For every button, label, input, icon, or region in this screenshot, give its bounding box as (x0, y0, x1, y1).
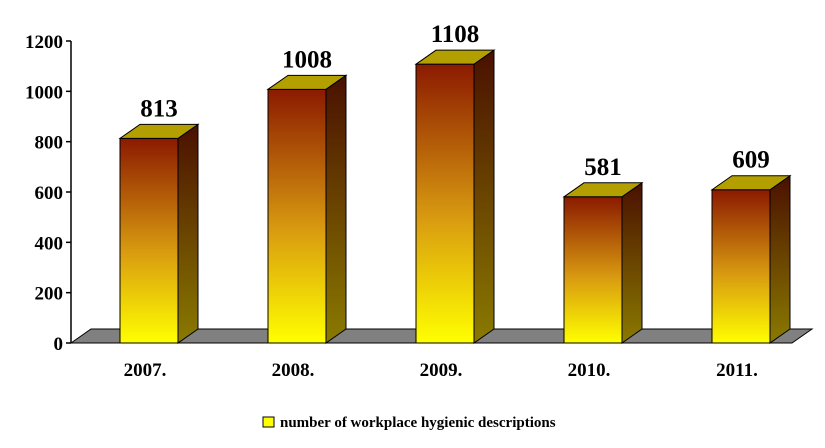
legend-label: number of workplace hygienic description… (280, 415, 556, 431)
data-label: 609 (732, 147, 770, 174)
bar-front (711, 189, 771, 344)
x-tick-label: 2009. (420, 360, 463, 381)
legend-swatch (262, 416, 275, 428)
x-tick-label: 2007. (124, 360, 167, 381)
bar (710, 174, 792, 344)
bar-top (266, 74, 348, 90)
bar (562, 181, 644, 344)
bar-top (710, 175, 792, 191)
data-label: 813 (140, 95, 178, 122)
data-label: 581 (584, 154, 622, 181)
y-tick-label: 1000 (25, 82, 63, 103)
x-tick-label: 2010. (568, 360, 611, 381)
bar (266, 74, 348, 344)
labels-group: 813 2007. 1008 2008. 1108 2009. 581 2010. 609 201… (124, 21, 770, 381)
data-label: 1008 (282, 46, 332, 73)
y-tick-label: 200 (35, 284, 64, 305)
x-tick-label: 2008. (272, 360, 315, 381)
bar-side (769, 174, 791, 344)
bar-front (415, 63, 475, 344)
y-tick-label: 400 (35, 233, 64, 254)
bar-side (177, 123, 199, 344)
y-tick-label: 800 (35, 133, 64, 154)
legend: number of workplace hygienic description… (262, 415, 556, 431)
x-tick-label: 2011. (716, 360, 758, 381)
bar-top (118, 123, 200, 139)
bar-front (119, 137, 179, 344)
y-tick-label: 600 (35, 183, 64, 204)
bars-group (118, 49, 792, 344)
bar-top (414, 49, 496, 65)
y-tick-label: 1200 (25, 32, 63, 53)
bar (118, 123, 200, 344)
data-label: 1108 (431, 21, 480, 48)
bar-side (325, 74, 347, 344)
y-axis: 0 200 400 600 800 1000 1200 (25, 32, 72, 355)
bar-side (473, 49, 495, 344)
bar-front (267, 88, 327, 344)
bar (414, 49, 496, 344)
bar-top (562, 182, 644, 198)
y-tick-label: 0 (54, 334, 64, 355)
bar-front (563, 196, 623, 344)
bar-side (621, 181, 643, 344)
